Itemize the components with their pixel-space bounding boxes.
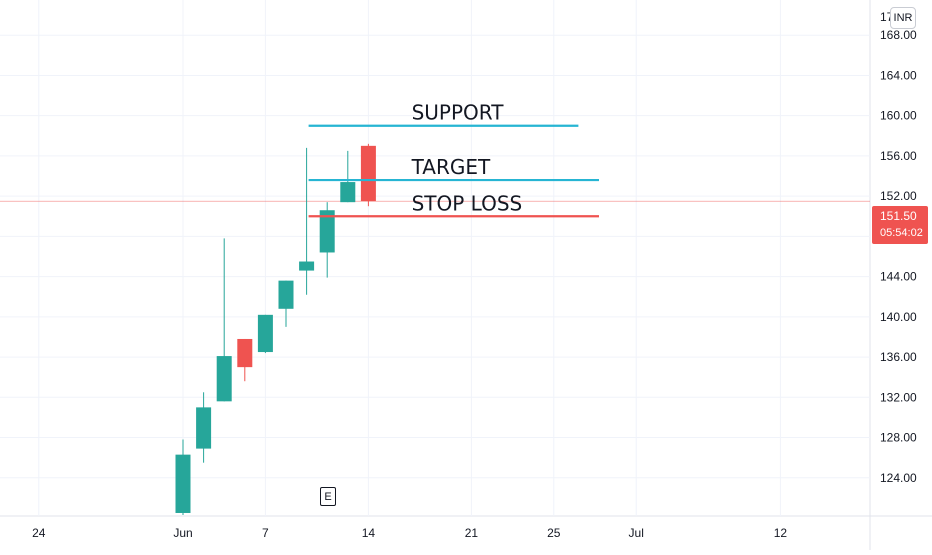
time-tick-label: 24 xyxy=(32,526,46,540)
time-tick-label: 7 xyxy=(262,526,269,540)
price-tick-label: 124.00 xyxy=(880,471,917,485)
candle-body-up xyxy=(278,280,294,309)
last-price-label: 151.50 05:54:02 xyxy=(872,206,928,244)
annotation-label: TARGET xyxy=(411,155,491,179)
candle-body-up xyxy=(319,210,335,253)
candle-body-up xyxy=(299,261,315,271)
price-tick-label: 140.00 xyxy=(880,310,917,324)
last-price-value: 151.50 xyxy=(880,209,917,223)
time-tick-label: Jul xyxy=(629,526,644,540)
price-tick-label: 152.00 xyxy=(880,189,917,203)
time-tick-label: 21 xyxy=(465,526,479,540)
price-tick-label: 136.00 xyxy=(880,350,917,364)
candle-body-up xyxy=(340,182,356,203)
time-tick-label: 25 xyxy=(547,526,561,540)
candle-body-down xyxy=(237,338,253,368)
candle-body-up xyxy=(196,407,212,449)
price-tick-label: 128.00 xyxy=(880,431,917,445)
bar-countdown: 05:54:02 xyxy=(880,227,923,239)
time-tick-label: Jun xyxy=(173,526,192,540)
currency-badge[interactable]: INR xyxy=(890,7,916,29)
earnings-marker[interactable]: E xyxy=(320,487,336,506)
annotation-label: SUPPORT xyxy=(412,101,505,125)
price-tick-label: 160.00 xyxy=(880,109,917,123)
time-tick-label: 14 xyxy=(362,526,376,540)
price-tick-label: 132.00 xyxy=(880,390,917,404)
time-tick-label: 12 xyxy=(774,526,788,540)
price-tick-label: 144.00 xyxy=(880,270,917,284)
candle-body-up xyxy=(257,314,273,353)
annotation-label: STOP LOSS xyxy=(412,191,523,215)
price-tick-label: 156.00 xyxy=(880,149,917,163)
candle-body-up xyxy=(175,454,191,513)
price-tick-label: 164.00 xyxy=(880,68,917,82)
candle-body-up xyxy=(216,356,232,402)
price-tick-label: 168.00 xyxy=(880,28,917,42)
candle-body-down xyxy=(360,145,376,202)
